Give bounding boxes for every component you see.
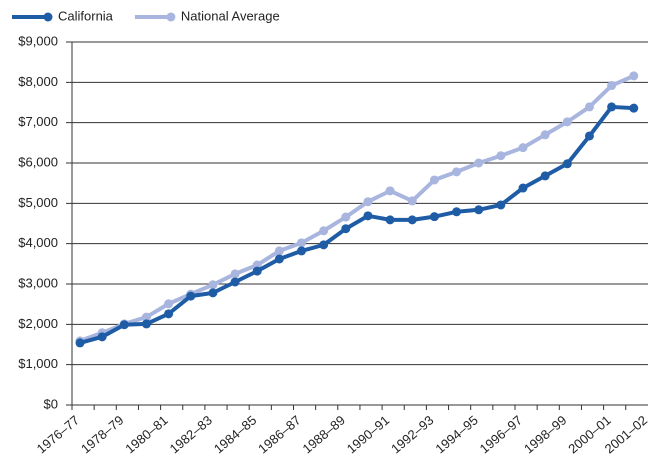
legend-marker <box>166 12 176 22</box>
y-tick-label: $6,000 <box>18 154 58 169</box>
x-tick-label: 1986–87 <box>255 412 303 456</box>
data-point <box>208 288 218 298</box>
data-point <box>429 175 439 185</box>
data-point <box>562 159 572 169</box>
data-point <box>540 171 550 181</box>
data-point <box>141 312 151 322</box>
x-tick-label: 1994–95 <box>432 412 480 456</box>
data-point <box>97 332 107 342</box>
data-point <box>518 143 528 153</box>
data-point <box>164 309 174 319</box>
data-point <box>274 254 284 264</box>
data-point <box>385 186 395 196</box>
data-point <box>474 158 484 168</box>
data-point <box>230 269 240 279</box>
data-point <box>629 71 639 81</box>
data-point <box>208 280 218 290</box>
legend-label: California <box>58 8 114 23</box>
data-point <box>496 151 506 161</box>
y-tick-label: $7,000 <box>18 114 58 129</box>
y-tick-label: $5,000 <box>18 195 58 210</box>
data-point <box>319 226 329 236</box>
data-point <box>230 277 240 287</box>
x-tick-label: 1990–91 <box>344 412 392 456</box>
data-point <box>496 200 506 210</box>
data-point <box>141 319 151 329</box>
data-point <box>341 212 351 222</box>
x-tick-label: 1992–93 <box>388 412 436 456</box>
x-tick-label: 1980–81 <box>122 412 170 456</box>
data-point <box>119 320 129 330</box>
data-point <box>584 131 594 141</box>
data-point <box>607 102 617 112</box>
data-point <box>584 102 594 112</box>
data-point <box>407 215 417 225</box>
y-tick-label: $3,000 <box>18 275 58 290</box>
legend-marker <box>43 12 53 22</box>
data-point <box>452 207 462 217</box>
data-point <box>363 197 373 207</box>
y-tick-label: $0 <box>44 396 58 411</box>
legend-label: National Average <box>181 8 280 23</box>
x-tick-label: 1988–89 <box>300 412 348 456</box>
data-point <box>540 130 550 140</box>
y-tick-label: $4,000 <box>18 235 58 250</box>
x-tick-label: 1998–99 <box>521 412 569 456</box>
data-point <box>341 224 351 234</box>
y-tick-label: $2,000 <box>18 316 58 331</box>
y-tick-label: $9,000 <box>18 33 58 48</box>
data-point <box>518 183 528 193</box>
data-point <box>562 117 572 127</box>
data-point <box>407 196 417 206</box>
data-point <box>363 211 373 221</box>
x-tick-label: 1976–77 <box>34 412 82 456</box>
y-tick-label: $8,000 <box>18 74 58 89</box>
data-point <box>75 338 85 348</box>
data-point <box>186 291 196 301</box>
x-tick-label: 1978–79 <box>78 412 126 456</box>
y-tick-label: $1,000 <box>18 356 58 371</box>
data-point <box>319 240 329 250</box>
x-tick-label: 1996–97 <box>477 412 525 456</box>
data-point <box>274 246 284 256</box>
x-tick-label: 1984–85 <box>211 412 259 456</box>
x-tick-label: 1982–83 <box>167 412 215 456</box>
data-point <box>297 246 306 256</box>
data-point <box>629 103 639 113</box>
data-point <box>474 205 484 215</box>
data-point <box>452 167 462 177</box>
data-point <box>252 266 262 276</box>
data-point <box>164 299 174 309</box>
data-point <box>297 238 306 248</box>
data-point <box>429 212 439 222</box>
data-point <box>385 215 395 225</box>
series-line <box>79 74 635 343</box>
data-point <box>607 81 617 91</box>
